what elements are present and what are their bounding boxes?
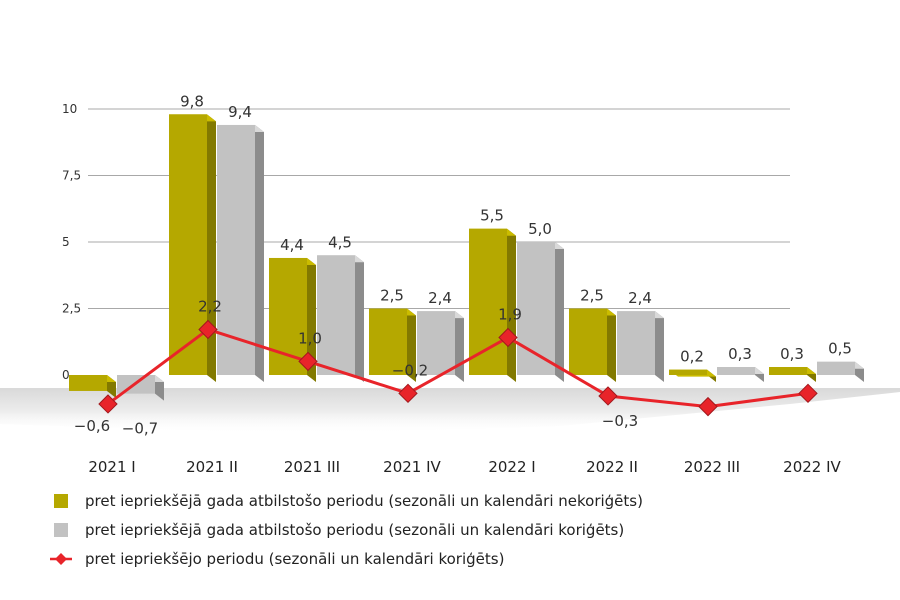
bar-side: [307, 257, 316, 382]
bar-value-label: 5,5: [480, 207, 504, 225]
bar: [769, 367, 807, 375]
bar-side: [555, 242, 564, 382]
y-tick-label: 0: [62, 368, 70, 382]
bar-value-label: 2,4: [428, 289, 452, 307]
legend-item-unadjusted: pret iepriekšējā gada atbilstošo periodu…: [50, 486, 643, 515]
line-point: [698, 396, 718, 417]
x-tick-label: 2021 II: [186, 458, 238, 476]
bar: [469, 228, 507, 375]
bars: [69, 114, 864, 401]
bar: [369, 308, 407, 375]
line-value-label: 2,2: [198, 297, 222, 315]
bar-value-label: 2,4: [628, 289, 652, 307]
bar: [269, 257, 307, 375]
bar-value-label: 0,3: [728, 345, 752, 363]
chart-floor: [0, 388, 900, 434]
bar-value-label: −0,6: [74, 417, 110, 435]
y-axis-ticks: 0 2,5 5 7,5 10: [62, 102, 81, 382]
legend-swatch-gray: [50, 522, 72, 537]
bar-side: [207, 114, 216, 382]
bar-value-label: 0,3: [780, 345, 804, 363]
bar: [817, 361, 855, 375]
bar: [617, 311, 655, 375]
y-tick-label: 5: [62, 235, 70, 249]
data-labels: −0,6 9,8 4,4 2,5 5,5 2,5 0,2 0,3 −0,7 9,4 4,5 2,4 5,…: [74, 92, 852, 437]
bar-value-label: 4,4: [280, 236, 304, 254]
bar-value-label: 0,2: [680, 348, 704, 366]
bar: [417, 311, 455, 375]
line-point: [198, 319, 218, 340]
line-value-label: 1,9: [498, 305, 522, 323]
line-value-label: −0,2: [392, 361, 428, 379]
legend-label: pret iepriekšējo periodu (sezonāli un ka…: [85, 549, 505, 568]
y-tick-label: 7,5: [62, 169, 81, 183]
bar-value-label: −0,7: [122, 420, 158, 438]
legend-swatch-olive: [50, 493, 72, 508]
legend-label: pret iepriekšējā gada atbilstošo periodu…: [85, 520, 625, 539]
bar: [69, 375, 107, 391]
y-tick-label: 10: [62, 102, 77, 116]
x-axis-ticks: 2021 I 2021 II 2021 III 2021 IV 2022 I 2022 I…: [88, 458, 841, 476]
x-tick-label: 2021 IV: [383, 458, 441, 476]
bar-side: [407, 308, 416, 382]
bar-value-label: 5,0: [528, 220, 552, 238]
bar-value-label: 9,8: [180, 92, 204, 110]
legend-item-previous-period: pret iepriekšējo periodu (sezonāli un ka…: [50, 544, 643, 573]
bar: [717, 367, 755, 375]
bar-value-label: 2,5: [580, 287, 604, 305]
bar: [669, 369, 707, 375]
line-point: [98, 394, 118, 414]
x-tick-label: 2021 I: [88, 458, 135, 476]
series-line: [107, 327, 809, 409]
legend: pret iepriekšējā gada atbilstošo periodu…: [50, 486, 643, 573]
bar: [317, 255, 355, 375]
line-value-label: −0,3: [602, 412, 638, 430]
bar-side: [607, 308, 616, 382]
bar-value-label: 9,4: [228, 103, 252, 121]
line-point: [298, 351, 318, 372]
line-point: [498, 327, 518, 348]
line-value-label: 1,0: [298, 329, 322, 347]
x-tick-label: 2022 II: [586, 458, 638, 476]
x-tick-label: 2022 III: [684, 458, 740, 476]
bar-value-label: 0,5: [828, 340, 852, 358]
x-tick-label: 2022 I: [488, 458, 535, 476]
bar-side: [655, 311, 664, 382]
bar-side: [455, 311, 464, 382]
x-tick-label: 2022 IV: [783, 458, 841, 476]
bar-value-label: 4,5: [328, 233, 352, 251]
legend-item-adjusted: pret iepriekšējā gada atbilstošo periodu…: [50, 515, 643, 544]
x-tick-label: 2021 III: [284, 458, 340, 476]
bar-side: [255, 124, 264, 383]
legend-label: pret iepriekšējā gada atbilstošo periodu…: [85, 491, 643, 510]
y-tick-label: 2,5: [62, 302, 81, 316]
bar-side: [355, 255, 364, 382]
bar-value-label: 2,5: [380, 287, 404, 305]
line-point: [798, 383, 818, 404]
legend-swatch-red-line: [50, 552, 72, 566]
line-point: [598, 386, 618, 406]
line-point: [398, 383, 418, 404]
bar: [569, 308, 607, 375]
line-series: [98, 319, 818, 417]
